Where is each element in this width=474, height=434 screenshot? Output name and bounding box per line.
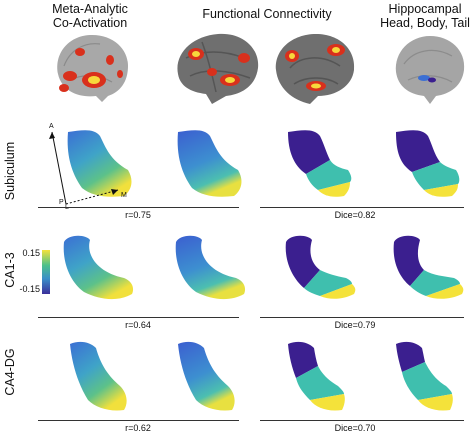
header-meta-line1: Meta-Analytic [52, 2, 128, 16]
axis-label-p: P [59, 199, 64, 206]
header-meta-line2: Co-Activation [52, 16, 128, 30]
colorbar-min-label: -0.15 [19, 284, 40, 294]
header-meta-analytic: Meta-Analytic Co-Activation [38, 2, 142, 30]
ca4dg-hippo-map [396, 341, 453, 411]
subiculum-meta-map [67, 130, 132, 197]
ca13-fc-map [175, 235, 246, 300]
brain-sagittal-hippocampal [395, 36, 465, 104]
header-hippo-line2: Head, Body, Tail [380, 16, 470, 30]
subiculum-hippo-map [396, 130, 460, 197]
ca13-meta-map [63, 235, 134, 300]
ca13-dice-map [285, 235, 356, 299]
rule-ca4dg-right [260, 420, 464, 421]
rule-ca13-left [38, 317, 239, 318]
subiculum-fc-map [177, 130, 242, 197]
subiculum-r-value: r=0.75 [125, 210, 151, 220]
ca4dg-r-value: r=0.62 [125, 423, 151, 433]
header-functional-connectivity: Functional Connectivity [202, 7, 332, 21]
ca4dg-dice-map [288, 341, 345, 411]
rule-ca4dg-left [38, 420, 239, 421]
ca4dg-meta-map [70, 341, 127, 411]
rule-subiculum-right [260, 207, 464, 208]
subiculum-axes-arrows [49, 131, 119, 205]
row-label-ca4-dg: CA4-DG [3, 348, 17, 396]
ca4dg-dice-value: Dice=0.70 [334, 423, 376, 433]
colorbar-max-label: 0.15 [22, 248, 40, 258]
subiculum-dice-value: Dice=0.82 [334, 210, 376, 220]
ca13-r-value: r=0.64 [125, 320, 151, 330]
ca13-hippo-map [393, 235, 464, 299]
axis-label-m: M [121, 192, 127, 199]
header-hippocampal: Hippocampal Head, Body, Tail [376, 2, 474, 30]
brain-medial-fc [275, 34, 355, 104]
subiculum-dice-map [288, 130, 352, 197]
brain-sagittal-meta [57, 34, 128, 102]
ca4dg-fc-map [178, 341, 235, 411]
rule-subiculum-left [38, 207, 239, 208]
colorbar [42, 250, 50, 294]
rule-ca13-right [260, 317, 464, 318]
ca13-dice-value: Dice=0.79 [334, 320, 376, 330]
header-hippo-line1: Hippocampal [388, 2, 462, 16]
axis-label-a: A [49, 123, 54, 130]
brain-lateral-fc [177, 33, 259, 104]
row-label-subiculum: Subiculum [3, 141, 17, 201]
